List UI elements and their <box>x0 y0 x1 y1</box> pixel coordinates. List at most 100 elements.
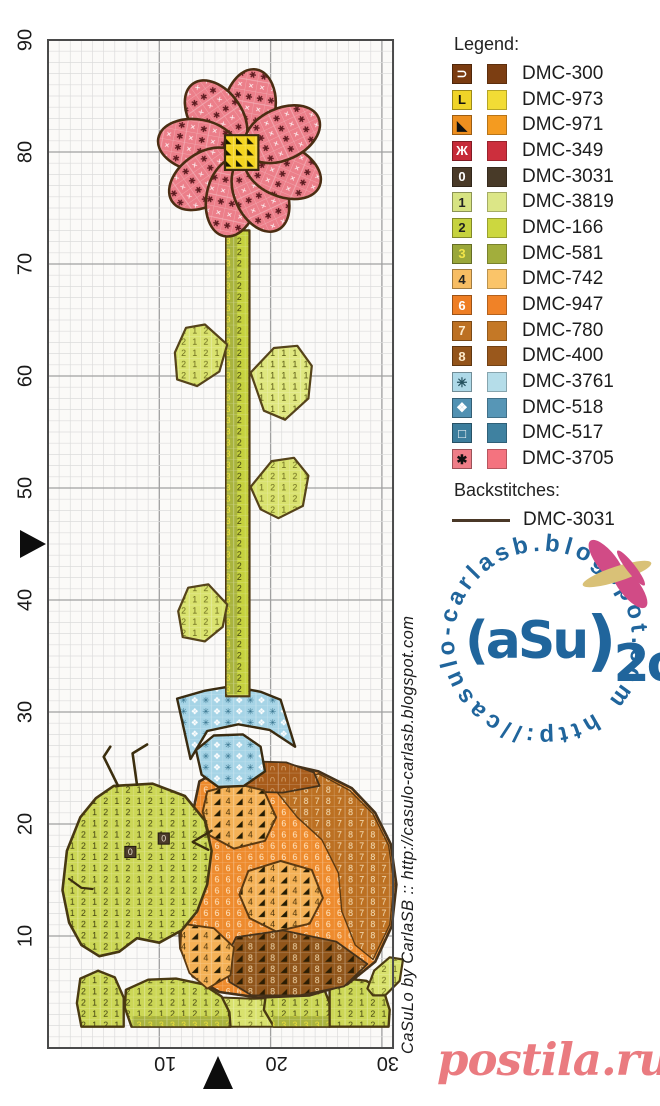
eye-left: 0 <box>124 845 137 859</box>
legend-label: DMC-517 <box>522 422 604 444</box>
legend-row: ✱ DMC-3705 <box>452 446 657 472</box>
center-marker-left <box>20 530 46 558</box>
flower <box>156 67 323 238</box>
legend-label: DMC-300 <box>522 62 604 84</box>
legend-label: DMC-3031 <box>522 165 614 187</box>
leaf-b <box>249 344 313 421</box>
legend-symbol-cell: L <box>452 89 472 110</box>
legend-row: 4 DMC-742 <box>452 267 657 293</box>
legend-row: 3 DMC-581 <box>452 241 657 267</box>
logo-center-text: (aSu)2o <box>465 602 660 694</box>
legend-color-swatch <box>487 217 507 238</box>
shell-right <box>276 772 395 961</box>
legend-symbol-cell: □ <box>452 423 472 444</box>
legend-symbol-cell: ✱ <box>452 449 472 470</box>
legend-symbol-cell: 7 <box>452 320 472 341</box>
casulo-logo: http://casulo-carlasb.blogspot.com (aSu)… <box>433 530 660 751</box>
legend-color-swatch <box>487 140 507 161</box>
legend-label: DMC-349 <box>522 139 604 161</box>
legend-label: DMC-971 <box>522 114 604 136</box>
legend-label: DMC-742 <box>522 268 604 290</box>
legend-symbol-cell: 8 <box>452 346 472 367</box>
y-axis-label: 60 <box>14 365 36 387</box>
antenna-right <box>131 743 149 787</box>
shell-patch-left <box>179 922 235 990</box>
legend-rows: ⊃ DMC-300 L DMC-973 ◣ DMC-971 Ж DMC-349 … <box>452 61 657 472</box>
legend-symbol-cell: Ж <box>452 140 472 161</box>
legend-symbol-cell: 4 <box>452 269 472 290</box>
tail <box>366 956 405 997</box>
legend-color-swatch <box>487 397 507 418</box>
legend-row: ⊃ DMC-300 <box>452 61 657 87</box>
legend-color-swatch <box>487 320 507 341</box>
pattern-regions <box>61 229 405 1028</box>
legend-label: DMC-3705 <box>522 448 614 470</box>
legend-row: 8 DMC-400 <box>452 344 657 370</box>
svg-text:0: 0 <box>161 834 166 844</box>
axis-labels: 90 80 70 60 50 40 30 20 10 10 20 30 <box>14 29 399 1074</box>
pot-lower <box>194 733 267 789</box>
leg-front <box>123 977 232 1028</box>
legend-symbol-cell: 6 <box>452 295 472 316</box>
x-axis-label: 20 <box>265 1052 287 1074</box>
legend-label: DMC-3819 <box>522 191 614 213</box>
legend-panel: Legend: ⊃ DMC-300 L DMC-973 ◣ DMC-971 Ж … <box>452 34 657 533</box>
legend-row: Ж DMC-349 <box>452 138 657 164</box>
legend-title: Legend: <box>454 34 520 54</box>
leaf-d <box>177 583 229 643</box>
x-axis-label: 30 <box>377 1052 399 1074</box>
stem-left-strip <box>226 232 238 695</box>
legend-color-swatch <box>487 449 507 470</box>
y-axis-label: 40 <box>14 589 36 611</box>
legend-color-swatch <box>487 346 507 367</box>
legend-color-swatch <box>487 295 507 316</box>
x-axis-label: 10 <box>154 1052 176 1074</box>
y-axis-label: 10 <box>14 925 36 947</box>
legend-symbol-cell: 1 <box>452 192 472 213</box>
shell-patch-center <box>238 860 324 933</box>
legend-label: DMC-518 <box>522 396 604 418</box>
legend-label: DMC-3761 <box>522 371 614 393</box>
flower-center <box>223 134 260 171</box>
dragonfly-icon <box>582 539 652 609</box>
y-axis-label: 80 <box>14 141 36 163</box>
legend-symbol-cell: ◣ <box>452 115 472 136</box>
legend-label: DMC-581 <box>522 242 604 264</box>
legend-row: ✳ DMC-3761 <box>452 369 657 395</box>
legend-color-swatch <box>487 243 507 264</box>
center-marker-bottom <box>203 1056 233 1089</box>
legend-color-swatch <box>487 89 507 110</box>
leaf-a <box>173 323 229 388</box>
legend-symbol-cell: ❖ <box>452 397 472 418</box>
legend-symbol-cell: ✳ <box>452 372 472 393</box>
legend-color-swatch <box>487 423 507 444</box>
leaf-c <box>249 456 310 520</box>
strip3-back <box>272 1016 329 1027</box>
legend-label: DMC-973 <box>522 88 604 110</box>
legend-symbol-cell: ⊃ <box>452 63 472 84</box>
legend-label: DMC-400 <box>522 345 604 367</box>
legend-row: 6 DMC-947 <box>452 292 657 318</box>
mouth-arrow <box>191 829 213 851</box>
head-smile <box>67 877 94 891</box>
strip3-front <box>132 1016 229 1027</box>
y-axis-label: 20 <box>14 813 36 835</box>
y-axis-label: 70 <box>14 253 36 275</box>
legend-color-swatch <box>487 115 507 136</box>
legend-color-swatch <box>487 63 507 84</box>
antenna-left <box>102 745 120 788</box>
backstitch-line-sample <box>452 518 510 522</box>
legend-row: 1 DMC-3819 <box>452 189 657 215</box>
y-axis-label: 50 <box>14 477 36 499</box>
backstitch-title: Backstitches: <box>454 480 561 500</box>
y-axis-label: 30 <box>14 701 36 723</box>
foot-left <box>75 969 125 1028</box>
eye-right: 0 <box>157 832 170 845</box>
legend-symbol-cell: 2 <box>452 217 472 238</box>
pot-upper <box>175 685 297 761</box>
legend-color-swatch <box>487 372 507 393</box>
legend-row: L DMC-973 <box>452 87 657 113</box>
legend-row: 0 DMC-3031 <box>452 164 657 190</box>
